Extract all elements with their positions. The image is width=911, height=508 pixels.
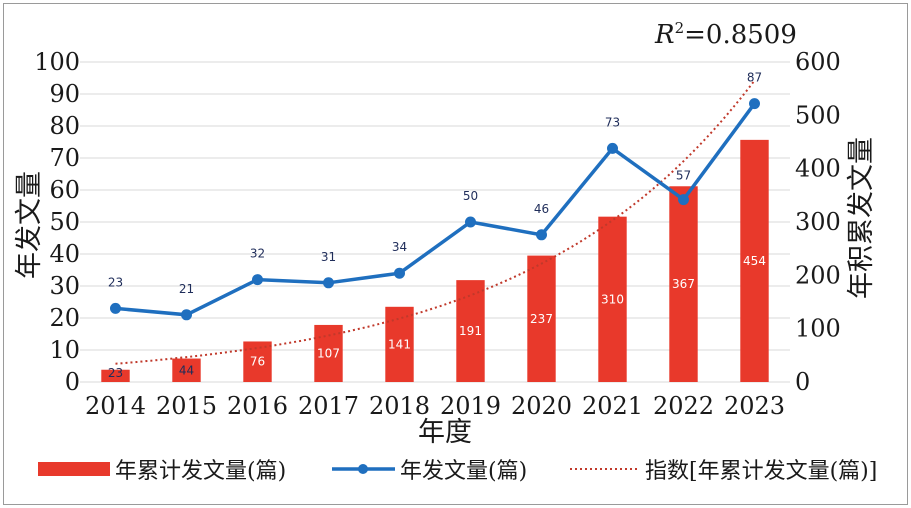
line-data-label: 31 [321, 250, 336, 264]
x-tick-label: 2016 [227, 392, 288, 420]
y2-tick-label: 200 [795, 261, 841, 289]
x-tick-label: 2022 [653, 392, 714, 420]
x-axis-title: 年度 [418, 417, 472, 448]
y2-tick-label: 0 [795, 368, 810, 396]
x-tick-label: 2020 [511, 392, 572, 420]
line-data-label: 46 [534, 202, 549, 216]
line-data-labels: 23 21 32 31 34 50 46 73 57 87 [108, 71, 762, 296]
y-tick-label: 70 [49, 144, 80, 172]
y-tick-label: 0 [65, 368, 80, 396]
y2-tick-label: 600 [795, 48, 841, 76]
y2-axis-title: 年积累发文量 [846, 137, 877, 299]
bar-data-labels: 23 44 76 107 141 191 237 310 367 454 [108, 254, 766, 380]
left-y-ticks: 0 10 20 30 40 50 60 70 80 90 100 [34, 48, 80, 396]
y-tick-label: 80 [49, 112, 80, 140]
line-data-label: 32 [250, 247, 265, 261]
y-tick-label: 40 [49, 240, 80, 268]
legend-bar-swatch [38, 462, 110, 476]
bar-data-label: 367 [672, 277, 695, 291]
bar-data-label: 141 [388, 337, 411, 351]
bar [314, 324, 343, 382]
bar-data-label: 237 [530, 312, 553, 326]
bar-data-label: 107 [317, 346, 340, 360]
bar [669, 186, 698, 382]
line-point [110, 302, 121, 314]
line-point [323, 277, 334, 289]
line-point [181, 309, 192, 321]
bar [527, 255, 556, 382]
line-data-label: 57 [676, 169, 691, 183]
x-tick-label: 2017 [298, 392, 359, 420]
x-tick-label: 2023 [724, 392, 785, 420]
line-point [465, 216, 476, 228]
bar-series [101, 139, 769, 382]
line-data-label: 34 [392, 240, 407, 254]
exponential-trendline [115, 79, 756, 365]
bar-data-label: 23 [108, 366, 123, 380]
x-ticks: 2014 2015 2016 2017 2018 2019 2020 2021 2022 2023 [85, 392, 785, 420]
y-tick-label: 20 [49, 304, 80, 332]
line-point [394, 267, 405, 279]
x-tick-label: 2019 [440, 392, 501, 420]
line-point [749, 98, 760, 110]
line-data-label: 23 [108, 275, 123, 289]
line-point [678, 194, 689, 206]
bar-data-label: 310 [601, 292, 624, 306]
r-squared-annotation: R2=0.8509 [654, 19, 797, 50]
y-tick-label: 30 [49, 272, 80, 300]
bar-data-label: 454 [743, 254, 766, 268]
line-point [536, 229, 547, 241]
bar [740, 139, 769, 382]
bar-data-label: 44 [179, 363, 194, 377]
legend-line-marker [358, 464, 368, 474]
line-data-label: 87 [747, 71, 762, 85]
x-tick-label: 2018 [369, 392, 430, 420]
y2-tick-label: 300 [795, 208, 841, 236]
x-tick-label: 2021 [582, 392, 643, 420]
legend-bar-label: 年累计发文量(篇) [115, 459, 286, 484]
right-y-ticks: 0 100 200 300 400 500 600 [795, 48, 841, 396]
bar [101, 369, 130, 382]
legend: 年累计发文量(篇) 年发文量(篇) 指数[年累计发文量(篇)] [38, 459, 877, 484]
line-points [110, 98, 760, 321]
line-point [607, 142, 618, 154]
annual-count-line [115, 102, 756, 317]
x-tick-label: 2014 [85, 392, 146, 420]
y-tick-label: 100 [34, 48, 80, 76]
bar [456, 280, 485, 382]
line-data-label: 50 [463, 189, 478, 203]
legend-trend-label: 指数[年累计发文量(篇)] [645, 459, 877, 484]
x-tick-label: 2015 [156, 392, 217, 420]
bar-data-label: 76 [250, 355, 265, 369]
y-tick-label: 50 [49, 208, 80, 236]
bar-data-label: 191 [459, 324, 482, 338]
line-point [252, 274, 263, 286]
line-data-label: 21 [179, 282, 194, 296]
y2-tick-label: 400 [795, 155, 841, 183]
y-tick-label: 10 [49, 336, 80, 364]
y-axis-title: 年发文量 [14, 171, 45, 279]
y2-tick-label: 500 [795, 101, 841, 129]
bar [243, 341, 272, 382]
y2-tick-label: 100 [795, 315, 841, 343]
bar [598, 216, 627, 382]
bar [385, 306, 414, 382]
line-data-label: 73 [605, 115, 620, 129]
bar [172, 358, 201, 382]
legend-line-label: 年发文量(篇) [400, 459, 527, 484]
y-tick-label: 60 [49, 176, 80, 204]
y-tick-label: 90 [49, 80, 80, 108]
